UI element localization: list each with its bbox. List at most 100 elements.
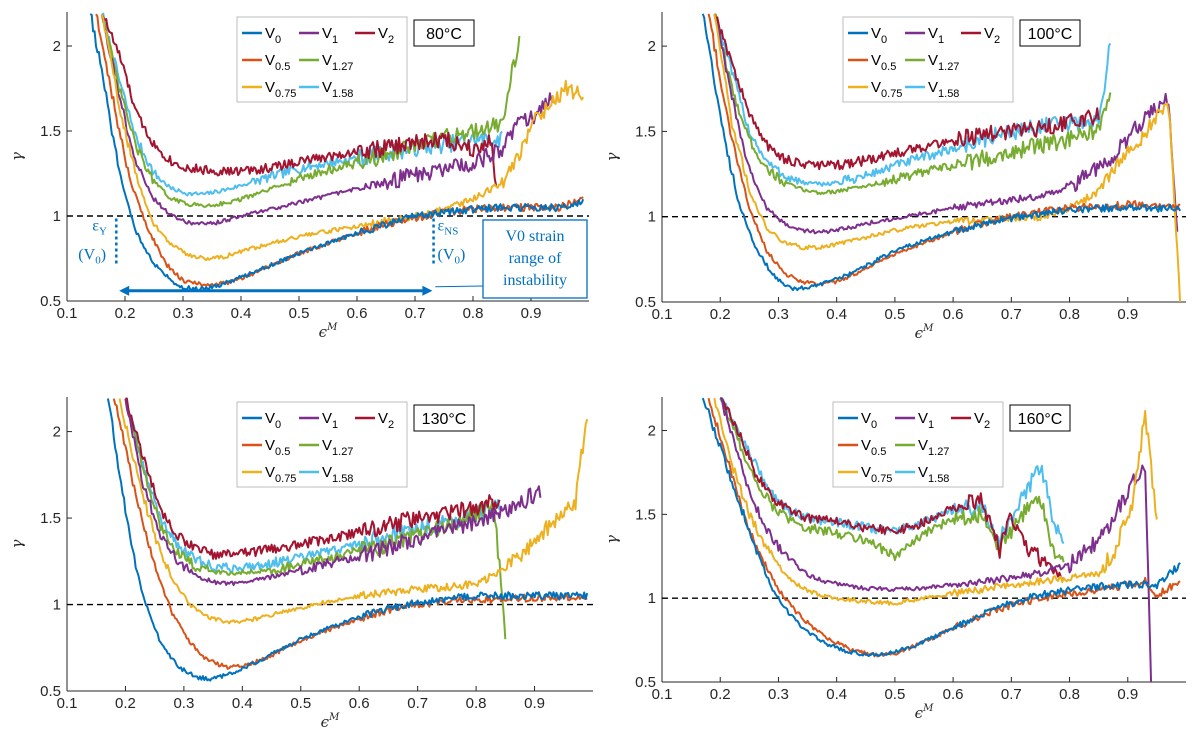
legend-label-sub: 0 bbox=[871, 419, 877, 431]
x-tick-label: 0.1 bbox=[652, 686, 673, 703]
x-tick-label: 0.6 bbox=[943, 306, 964, 323]
x-tick-label: 0.6 bbox=[347, 305, 368, 322]
x-tick-label: 0.7 bbox=[1001, 306, 1022, 323]
instability-callout-box bbox=[482, 219, 588, 299]
x-tick-label: 0.2 bbox=[710, 686, 731, 703]
panel-100C: 0.1 0.2 0.3 0.4 0.5 0.6 0.7 0.8 0.9 0.5 1 1.5 2 ϵM γ V0… bbox=[603, 12, 1186, 342]
legend-label-sub: 2 bbox=[994, 34, 1000, 46]
plot-area bbox=[701, 13, 1182, 302]
series-line-V1 bbox=[720, 397, 1153, 682]
y-tick-label: 1 bbox=[53, 208, 61, 225]
temperature-box bbox=[1009, 404, 1071, 432]
plot-area bbox=[701, 397, 1181, 682]
series-line-V1_27 bbox=[719, 397, 1065, 563]
x-tick-label: 0.6 bbox=[943, 686, 964, 703]
instability-annotation: εY (V0) εNS (V0) V0 strain range of instabilit… bbox=[78, 218, 588, 299]
callout-text-line: range of bbox=[509, 250, 563, 267]
series-line-V2 bbox=[125, 397, 501, 560]
x-axis-label: ϵM bbox=[321, 712, 340, 731]
series-line-V0 bbox=[701, 397, 1181, 658]
x-tick-label: 0.3 bbox=[173, 305, 194, 322]
eps-y-sub: Y bbox=[99, 226, 107, 238]
x-tick-label: 0.2 bbox=[115, 305, 136, 322]
temperature-label: 130°C bbox=[422, 411, 467, 428]
callout-pointer bbox=[435, 285, 484, 288]
y-tick-label: 2 bbox=[648, 38, 656, 55]
eps-y-v0: (V0) bbox=[78, 246, 106, 266]
legend-label-sub: 1 bbox=[928, 419, 934, 431]
series-line-V0_5 bbox=[707, 397, 1181, 658]
temperature-label: 80°C bbox=[426, 26, 462, 43]
plot-area bbox=[106, 397, 589, 682]
x-axis-label: ϵM bbox=[915, 323, 934, 342]
legend-label-sub: 0 bbox=[275, 419, 281, 431]
panel-80C: 0.1 0.2 0.3 0.4 0.5 0.6 0.7 0.8 0.9 0.5 1 1.5 2 ϵM γ V0… bbox=[8, 12, 589, 341]
series-line-V1_58 bbox=[101, 12, 503, 197]
y-axis-label: γ bbox=[603, 535, 621, 544]
legend-label-sub: 1.27 bbox=[332, 446, 353, 458]
legend-label-sub: 1.27 bbox=[938, 61, 959, 73]
temperature-box bbox=[413, 404, 475, 432]
x-tick-label: 0.8 bbox=[466, 695, 487, 712]
legend-label-sub: 0 bbox=[881, 34, 887, 46]
legend-box bbox=[236, 401, 408, 488]
eps-ns-v0: (V0) bbox=[438, 246, 466, 266]
eps-ns-label: εNS bbox=[438, 218, 459, 238]
y-tick-label: 1.5 bbox=[635, 506, 656, 523]
plot-area bbox=[89, 12, 585, 292]
panel-160C: 0.1 0.2 0.3 0.4 0.5 0.6 0.7 0.8 0.9 0.5 1 1.5 2 ϵM γ V0… bbox=[603, 397, 1186, 722]
x-tick-label: 0.7 bbox=[1001, 686, 1022, 703]
legend-label-sub: 0.5 bbox=[881, 61, 896, 73]
series-line-V1_27 bbox=[124, 398, 507, 640]
x-axis-label-sup: M bbox=[922, 323, 934, 334]
series-line-V0 bbox=[701, 13, 1182, 292]
series-line-V0_75 bbox=[713, 398, 1158, 606]
x-tick-label: 0.8 bbox=[463, 305, 484, 322]
y-tick-label: 2 bbox=[53, 424, 61, 441]
legend-label-sub: 2 bbox=[388, 34, 394, 46]
legend-label-sub: 1.58 bbox=[928, 473, 949, 485]
y-axis-label: γ bbox=[8, 539, 26, 548]
legend-label-sub: 1.27 bbox=[332, 61, 353, 73]
series-line-V1 bbox=[713, 13, 1179, 235]
y-axis-label: γ bbox=[8, 152, 26, 161]
y-tick-label: 0.5 bbox=[40, 683, 61, 700]
eps-ns-v0-sub: 0 bbox=[454, 254, 460, 266]
legend-label-sub: 1 bbox=[938, 34, 944, 46]
arrowhead-left bbox=[119, 285, 130, 296]
eps-y-v0-sub: 0 bbox=[95, 254, 101, 266]
series-line-V1_27 bbox=[714, 13, 1112, 196]
legend-box bbox=[832, 401, 1004, 488]
x-tick-label: 0.8 bbox=[1059, 306, 1080, 323]
x-axis-label: ϵM bbox=[319, 322, 338, 341]
y-tick-label: 1.5 bbox=[635, 123, 656, 140]
x-axis-label: ϵM bbox=[915, 703, 934, 722]
series-line-V1_58 bbox=[713, 13, 1112, 187]
x-tick-label: 0.9 bbox=[1117, 686, 1138, 703]
legend-label-sub: 1.27 bbox=[928, 446, 949, 458]
y-tick-label: 1 bbox=[648, 209, 656, 226]
series-line-V0 bbox=[89, 13, 585, 292]
y-tick-label: 1 bbox=[53, 597, 61, 614]
x-tick-label: 0.6 bbox=[349, 695, 370, 712]
arrowhead-right bbox=[422, 285, 433, 296]
x-tick-label: 0.7 bbox=[405, 305, 426, 322]
x-tick-label: 0.9 bbox=[1117, 306, 1138, 323]
eps-y-v0-close: ) bbox=[101, 246, 106, 263]
x-tick-label: 0.8 bbox=[1059, 686, 1080, 703]
eps-ns-sub: NS bbox=[444, 226, 458, 238]
x-tick-label: 0.2 bbox=[115, 695, 136, 712]
legend-label-sub: 0.75 bbox=[275, 473, 296, 485]
legend-label-sub: 1.58 bbox=[332, 88, 353, 100]
y-tick-label: 1.5 bbox=[40, 510, 61, 527]
y-tick-label: 0.5 bbox=[40, 293, 61, 310]
y-axis-label: γ bbox=[603, 152, 621, 161]
series-line-V0_5 bbox=[112, 398, 588, 670]
x-tick-label: 0.5 bbox=[290, 695, 311, 712]
x-tick-label: 0.4 bbox=[231, 305, 252, 322]
series-line-V0_75 bbox=[713, 13, 1182, 302]
legend-label-sub: 0 bbox=[275, 34, 281, 46]
